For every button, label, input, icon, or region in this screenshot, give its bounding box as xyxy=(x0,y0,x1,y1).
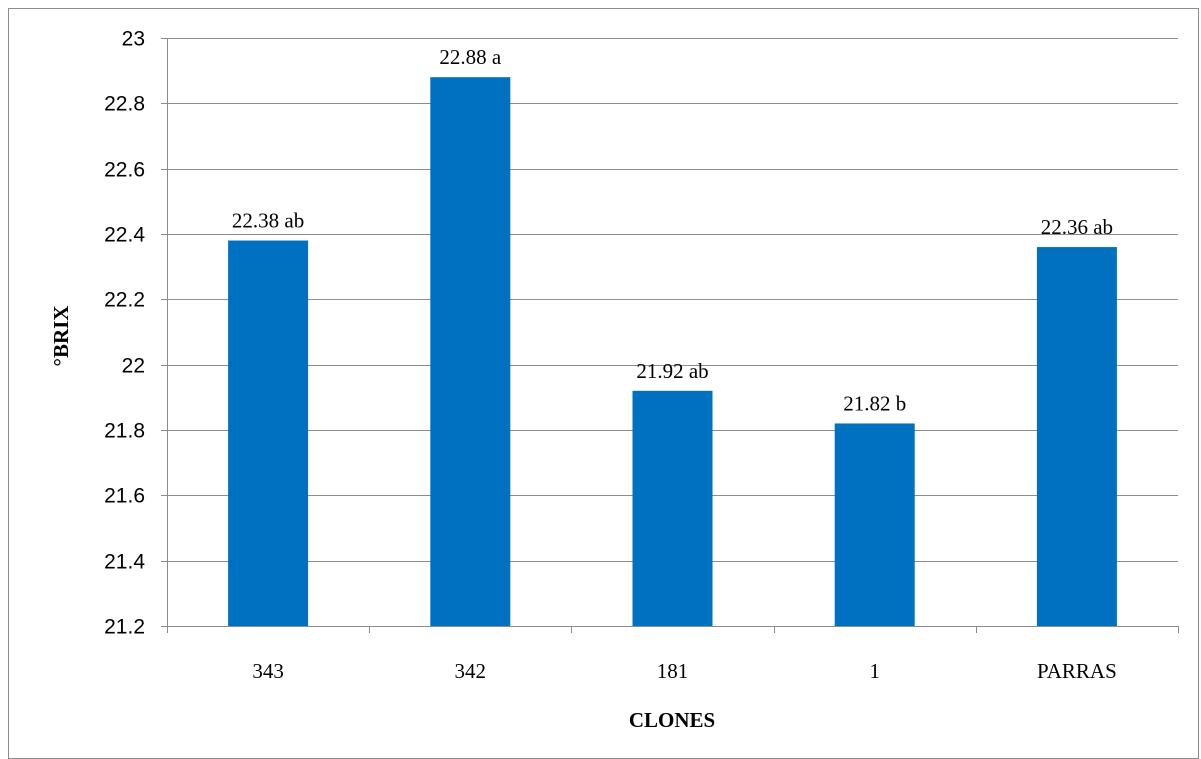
chart-frame xyxy=(8,8,1199,759)
data-label: 22.38 ab xyxy=(232,209,304,233)
y-tick-label: 21.8 xyxy=(104,420,145,443)
x-axis-title: CLONES xyxy=(629,708,715,732)
y-tick-label: 21.4 xyxy=(104,551,145,574)
y-tick-label: 21.6 xyxy=(104,485,145,508)
x-tick-label: 1 xyxy=(869,659,880,683)
x-tick-label: 181 xyxy=(657,659,689,683)
gridlines xyxy=(167,38,1178,562)
data-label: 22.36 ab xyxy=(1041,215,1113,239)
bar xyxy=(228,240,309,627)
y-tick-label: 23 xyxy=(122,28,145,51)
y-tick-label: 21.2 xyxy=(104,616,145,639)
data-label: 21.92 ab xyxy=(636,359,708,383)
data-label: 21.82 b xyxy=(843,391,906,415)
y-axis-title: °BRIX xyxy=(49,306,73,367)
x-tick-label: 342 xyxy=(455,659,487,683)
x-tick-label: PARRAS xyxy=(1037,659,1117,683)
labels: 21.2 21.4 21.6 21.8 22 22.2 22.4 22.6 22.8 23 22.3… xyxy=(104,28,1117,684)
bar xyxy=(632,390,713,626)
bar xyxy=(430,77,511,626)
y-tick-label: 22 xyxy=(122,355,145,378)
y-tick-label: 22.2 xyxy=(104,289,145,312)
axes xyxy=(161,38,1179,633)
x-tick-label: 343 xyxy=(252,659,284,683)
bar xyxy=(834,423,915,626)
bars xyxy=(228,77,1117,627)
data-label: 22.88 a xyxy=(439,45,502,69)
y-tick-label: 22.6 xyxy=(104,159,145,182)
y-tick-label: 22.8 xyxy=(104,93,145,116)
y-tick-label: 22.4 xyxy=(104,224,145,247)
bar xyxy=(1036,247,1117,627)
